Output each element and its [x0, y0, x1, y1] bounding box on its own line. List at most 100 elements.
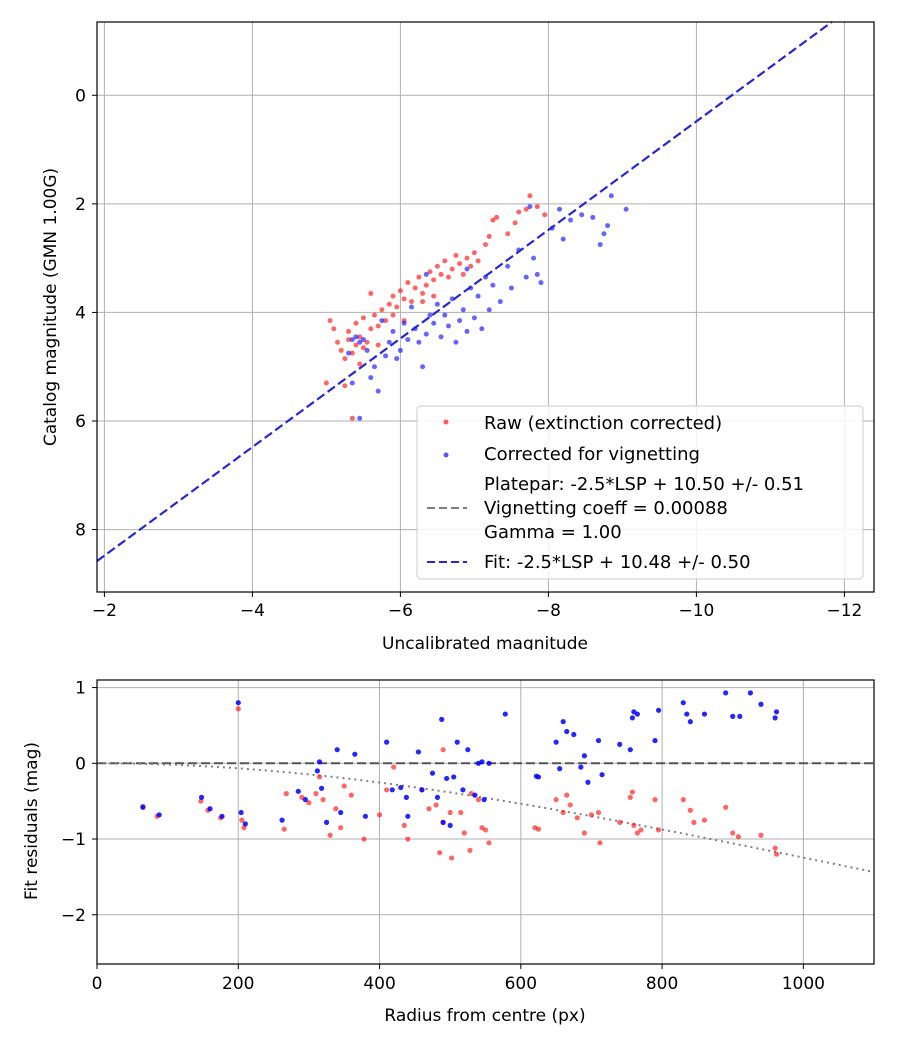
data-point	[346, 350, 352, 356]
data-point	[454, 739, 460, 745]
data-point	[349, 380, 355, 386]
x-tick-label: 600	[505, 974, 537, 994]
data-point	[436, 850, 443, 856]
legend-platepar-label-line2: Vignetting coeff = 0.00088	[484, 498, 728, 519]
data-point	[375, 388, 381, 394]
data-point	[156, 812, 162, 818]
data-point	[314, 768, 320, 774]
x-axis-label: Radius from centre (px)	[384, 1006, 585, 1026]
data-point	[747, 690, 753, 696]
data-point	[479, 326, 485, 332]
data-point	[723, 804, 729, 810]
data-point	[680, 700, 686, 706]
data-point	[758, 701, 764, 707]
data-point	[405, 813, 411, 819]
data-point	[617, 741, 623, 747]
data-point	[331, 326, 337, 332]
data-point	[475, 258, 481, 264]
data-point	[140, 804, 146, 810]
x-tick-label: 200	[222, 974, 254, 994]
data-point	[423, 331, 429, 337]
data-point	[439, 716, 445, 722]
data-point	[239, 817, 245, 823]
scatter-series	[140, 690, 780, 861]
data-point	[342, 356, 348, 362]
data-point	[423, 282, 429, 288]
data-point	[680, 797, 686, 803]
x-tick-label: −4	[240, 601, 265, 621]
legend-platepar-label-line3: Gamma = 1.00	[484, 522, 622, 543]
data-point	[535, 774, 542, 780]
data-point	[295, 788, 301, 794]
data-point	[368, 290, 374, 296]
data-point	[479, 759, 485, 765]
data-point	[534, 271, 540, 277]
data-point	[608, 193, 614, 199]
data-point	[585, 779, 591, 785]
data-point	[597, 840, 603, 846]
data-point	[335, 339, 340, 345]
data-point	[431, 320, 437, 326]
data-point	[349, 415, 355, 421]
data-point	[386, 339, 392, 345]
axis-ticks: 0 200 400 600 800 1000 1 0 −1 −2	[61, 679, 825, 994]
y-axis-label: Catalog magnitude (GMN 1.00G)	[41, 168, 61, 446]
data-point	[438, 334, 444, 340]
data-point	[394, 356, 400, 362]
vignetting-curve	[97, 762, 875, 873]
data-point	[564, 792, 570, 798]
data-point	[687, 807, 693, 813]
reference-lines	[97, 762, 875, 873]
data-point	[460, 271, 466, 277]
series-corrected	[346, 193, 629, 421]
data-point	[379, 318, 385, 324]
calibration-scatter-chart: −2 −4 −6 −8 −10 −12 0 2 4 6 8 Uncalibrated magnitu…	[41, 21, 875, 650]
data-point	[486, 760, 492, 766]
data-point	[368, 375, 374, 381]
data-point	[655, 827, 662, 833]
data-point	[512, 220, 518, 226]
data-point	[730, 713, 736, 719]
data-point	[434, 263, 440, 269]
y-tick-label: 1	[75, 679, 86, 699]
data-point	[502, 711, 508, 717]
data-point	[535, 826, 542, 832]
data-point	[352, 751, 358, 757]
data-point	[433, 802, 439, 808]
data-point	[313, 791, 319, 797]
data-point	[534, 204, 540, 210]
data-point	[773, 851, 780, 857]
data-point	[560, 236, 566, 242]
data-point	[357, 361, 363, 367]
legend-corrected-marker	[443, 452, 449, 458]
data-point	[461, 830, 467, 836]
data-point	[327, 832, 333, 838]
data-point	[516, 209, 522, 215]
data-point	[375, 323, 381, 329]
data-point	[557, 766, 563, 772]
data-point	[464, 266, 470, 272]
data-point	[458, 809, 464, 816]
axis-ticks: −2 −4 −6 −8 −10 −12 0 2 4 6 8	[75, 86, 862, 621]
data-point	[453, 339, 459, 345]
data-point	[531, 255, 537, 261]
data-point	[687, 719, 693, 725]
data-point	[394, 304, 400, 310]
data-point	[490, 282, 496, 288]
data-point	[338, 809, 344, 816]
data-point	[320, 797, 326, 803]
data-point	[542, 212, 548, 218]
data-point	[357, 415, 363, 421]
data-point	[401, 320, 407, 326]
data-point	[357, 334, 363, 340]
data-point	[384, 787, 390, 793]
data-point	[207, 806, 213, 812]
data-point	[427, 312, 433, 318]
data-point	[431, 293, 437, 299]
series-raw	[323, 193, 548, 421]
data-point	[579, 212, 585, 218]
data-point	[508, 285, 514, 291]
data-point	[451, 774, 457, 780]
data-point	[527, 193, 533, 199]
data-point	[349, 350, 355, 356]
